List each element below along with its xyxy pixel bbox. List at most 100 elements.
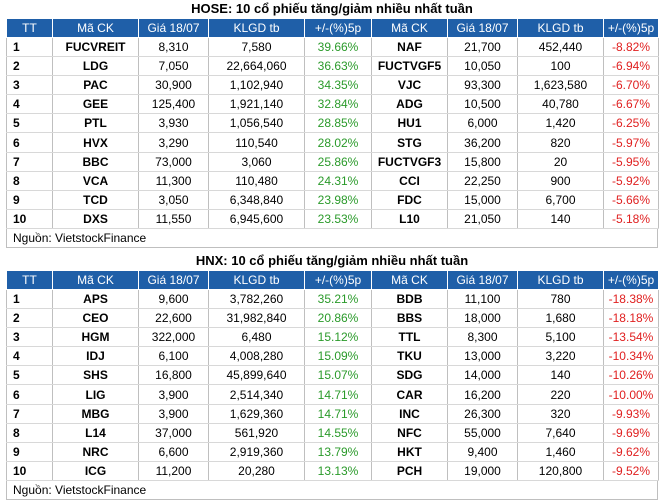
- col-header-volume-up: KLGD tb: [208, 18, 305, 38]
- col-header-tt: TT: [6, 18, 53, 38]
- gainer-change-cell: 15.09%: [304, 346, 372, 367]
- gainer-price-cell: 3,900: [138, 404, 209, 424]
- loser-change-cell: -10.00%: [603, 384, 659, 405]
- table-row: 10 DXS 11,550 6,945,600 23.53% L10 21,050 140 -5…: [6, 209, 659, 229]
- loser-price-cell: 26,300: [447, 404, 518, 424]
- loser-change-cell: -10.34%: [603, 346, 659, 367]
- rank-cell: 7: [6, 152, 53, 172]
- loser-price-cell: 93,300: [447, 75, 518, 96]
- rank-cell: 2: [6, 56, 53, 77]
- loser-code-cell: L10: [371, 209, 448, 229]
- gainer-price-cell: 11,300: [138, 171, 209, 191]
- col-header-price-up: Giá 18/07: [138, 270, 209, 290]
- col-header-price-down: Giá 18/07: [447, 270, 518, 290]
- rank-cell: 8: [6, 423, 53, 443]
- gainer-code-cell: LDG: [52, 56, 139, 77]
- table-row: 3 HGM 322,000 6,480 15.12% TTL 8,300 5,100 -13.5…: [6, 327, 659, 348]
- loser-change-cell: -6.70%: [603, 75, 659, 96]
- col-header-tt: TT: [6, 270, 53, 290]
- loser-price-cell: 36,200: [447, 132, 518, 153]
- table-row: 3 PAC 30,900 1,102,940 34.35% VJC 93,300 1,623,…: [6, 75, 659, 96]
- col-header-code-down: Mã CK: [371, 18, 448, 38]
- loser-volume-cell: 220: [517, 384, 604, 405]
- loser-volume-cell: 140: [517, 365, 604, 386]
- gainer-code-cell: LIG: [52, 384, 139, 405]
- table-row: 5 PTL 3,930 1,056,540 28.85% HU1 6,000 1,420 -6.…: [6, 113, 659, 134]
- loser-price-cell: 15,000: [447, 190, 518, 210]
- table-row: 9 NRC 6,600 2,919,360 13.79% HKT 9,400 1,460 -9.…: [6, 442, 659, 462]
- loser-code-cell: BBS: [371, 308, 448, 329]
- gainer-price-cell: 16,800: [138, 365, 209, 386]
- loser-code-cell: BDB: [371, 289, 448, 310]
- loser-code-cell: HKT: [371, 442, 448, 462]
- gainer-price-cell: 73,000: [138, 152, 209, 172]
- loser-price-cell: 15,800: [447, 152, 518, 172]
- table-row: 2 LDG 7,050 22,664,060 36.63% FUCTVGF5 10,050 1…: [6, 56, 659, 77]
- loser-change-cell: -5.18%: [603, 209, 659, 229]
- rank-cell: 1: [6, 289, 53, 310]
- gainer-volume-cell: 1,102,940: [208, 75, 305, 96]
- table-row: 1 APS 9,600 3,782,260 35.21% BDB 11,100 780 -18.…: [6, 289, 659, 310]
- loser-price-cell: 9,400: [447, 442, 518, 462]
- gainer-price-cell: 6,600: [138, 442, 209, 462]
- loser-price-cell: 10,500: [447, 94, 518, 115]
- col-header-change-up: +/-(%)5p: [304, 18, 372, 38]
- loser-change-cell: -13.54%: [603, 327, 659, 348]
- gainer-volume-cell: 4,008,280: [208, 346, 305, 367]
- gainer-price-cell: 30,900: [138, 75, 209, 96]
- gainer-code-cell: DXS: [52, 209, 139, 229]
- gainer-change-cell: 36.63%: [304, 56, 372, 77]
- rank-cell: 4: [6, 346, 53, 367]
- gainer-price-cell: 3,050: [138, 190, 209, 210]
- rank-cell: 10: [6, 461, 53, 481]
- loser-code-cell: STG: [371, 132, 448, 153]
- hnx-section: HNX: 10 cổ phiếu tăng/giảm nhiều nhất tu…: [6, 252, 659, 500]
- gainer-code-cell: GEE: [52, 94, 139, 115]
- col-header-code-up: Mã CK: [52, 18, 139, 38]
- gainer-code-cell: PTL: [52, 113, 139, 134]
- gainer-price-cell: 9,600: [138, 289, 209, 310]
- loser-price-cell: 10,050: [447, 56, 518, 77]
- table-row: 9 TCD 3,050 6,348,840 23.98% FDC 15,000 6,700 -5…: [6, 190, 659, 210]
- loser-price-cell: 6,000: [447, 113, 518, 134]
- col-header-price-up: Giá 18/07: [138, 18, 209, 38]
- loser-code-cell: VJC: [371, 75, 448, 96]
- loser-price-cell: 19,000: [447, 461, 518, 481]
- loser-volume-cell: 100: [517, 56, 604, 77]
- gainer-change-cell: 28.85%: [304, 113, 372, 134]
- loser-volume-cell: 820: [517, 132, 604, 153]
- table-row: 10 ICG 11,200 20,280 13.13% PCH 19,000 120,800-…: [6, 461, 659, 481]
- loser-volume-cell: 5,100: [517, 327, 604, 348]
- gainer-change-cell: 35.21%: [304, 289, 372, 310]
- gainer-volume-cell: 6,480: [208, 327, 305, 348]
- col-header-code-down: Mã CK: [371, 270, 448, 290]
- loser-price-cell: 55,000: [447, 423, 518, 443]
- rank-cell: 9: [6, 442, 53, 462]
- rank-cell: 6: [6, 132, 53, 153]
- loser-code-cell: NAF: [371, 37, 448, 58]
- rank-cell: 7: [6, 404, 53, 424]
- gainer-volume-cell: 31,982,840: [208, 308, 305, 329]
- gainer-change-cell: 14.71%: [304, 384, 372, 405]
- loser-price-cell: 16,200: [447, 384, 518, 405]
- table-row: 2 CEO 22,600 31,982,840 20.86% BBS 18,000 1,680…: [6, 308, 659, 329]
- col-header-volume-down: KLGD tb: [517, 18, 604, 38]
- loser-volume-cell: 6,700: [517, 190, 604, 210]
- loser-change-cell: -9.69%: [603, 423, 659, 443]
- gainer-volume-cell: 561,920: [208, 423, 305, 443]
- gainer-code-cell: SHS: [52, 365, 139, 386]
- loser-volume-cell: 40,780: [517, 94, 604, 115]
- loser-change-cell: -9.93%: [603, 404, 659, 424]
- loser-code-cell: TKU: [371, 346, 448, 367]
- loser-code-cell: FUCTVGF3: [371, 152, 448, 172]
- rank-cell: 6: [6, 384, 53, 405]
- gainer-volume-cell: 2,514,340: [208, 384, 305, 405]
- loser-price-cell: 21,050: [447, 209, 518, 229]
- loser-volume-cell: 1,420: [517, 113, 604, 134]
- loser-code-cell: CCI: [371, 171, 448, 191]
- rank-cell: 8: [6, 171, 53, 191]
- col-header-change-down: +/-(%)5p: [603, 270, 659, 290]
- loser-change-cell: -8.82%: [603, 37, 659, 58]
- rank-cell: 4: [6, 94, 53, 115]
- col-header-change-down: +/-(%)5p: [603, 18, 659, 38]
